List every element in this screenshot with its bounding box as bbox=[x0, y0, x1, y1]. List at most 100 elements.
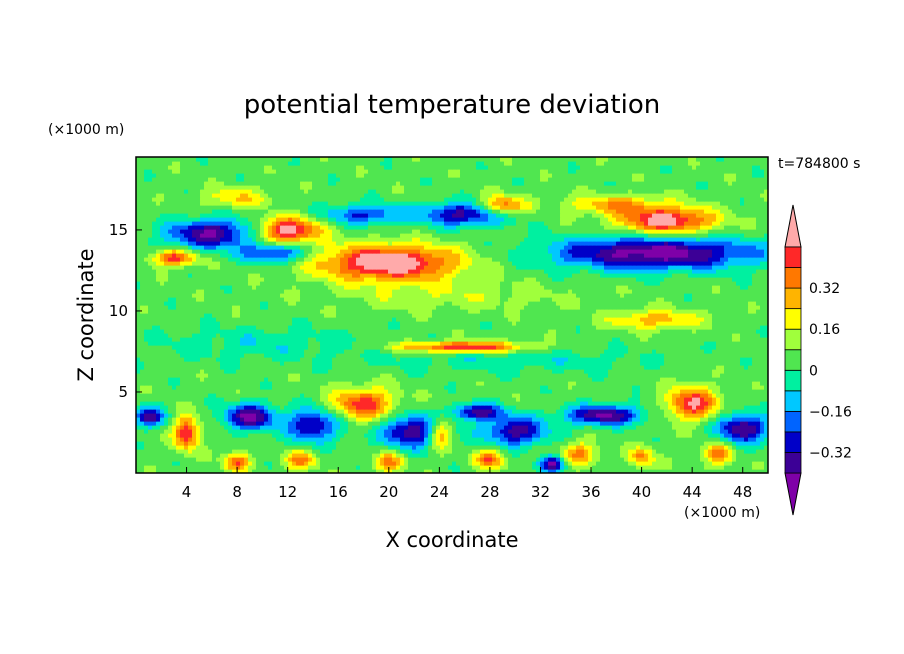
heatmap-cell bbox=[560, 385, 565, 390]
heatmap-cell bbox=[200, 449, 205, 454]
heatmap-cell bbox=[324, 381, 329, 386]
heatmap-cell bbox=[628, 417, 633, 422]
heatmap-cell bbox=[744, 385, 749, 390]
heatmap-cell bbox=[640, 469, 645, 473]
heatmap-cell bbox=[340, 357, 345, 362]
heatmap-cell bbox=[580, 361, 585, 366]
heatmap-cell bbox=[656, 469, 661, 473]
heatmap-cell bbox=[664, 425, 669, 430]
heatmap-cell bbox=[624, 437, 629, 442]
heatmap-cell bbox=[236, 397, 241, 402]
heatmap-cell bbox=[732, 357, 737, 362]
heatmap-cell bbox=[556, 433, 561, 438]
heatmap-cell bbox=[596, 373, 601, 378]
heatmap-cell bbox=[412, 369, 417, 374]
heatmap-cell bbox=[380, 429, 385, 434]
heatmap-cell bbox=[672, 361, 677, 366]
heatmap-cell bbox=[492, 461, 497, 466]
heatmap-cell bbox=[156, 381, 161, 386]
heatmap-cell bbox=[732, 461, 737, 466]
heatmap-cell bbox=[640, 401, 645, 406]
heatmap-cell bbox=[624, 361, 629, 366]
heatmap-cell bbox=[372, 433, 377, 438]
heatmap-cell bbox=[372, 409, 377, 414]
heatmap-cell bbox=[152, 461, 157, 466]
heatmap-cell bbox=[480, 377, 485, 382]
heatmap-cell bbox=[476, 345, 481, 350]
heatmap-cell bbox=[224, 449, 229, 454]
heatmap-cell bbox=[156, 469, 161, 473]
heatmap-cell bbox=[700, 389, 705, 394]
heatmap-cell bbox=[360, 453, 365, 458]
heatmap-cell bbox=[328, 413, 333, 418]
heatmap-cell bbox=[180, 369, 185, 374]
heatmap-cell bbox=[140, 461, 145, 466]
heatmap-cell bbox=[272, 381, 277, 386]
heatmap-cell bbox=[724, 349, 729, 354]
heatmap-cell bbox=[200, 357, 205, 362]
heatmap-cell bbox=[296, 373, 301, 378]
heatmap-cell bbox=[140, 377, 145, 382]
heatmap-cell bbox=[148, 393, 153, 398]
heatmap-cell bbox=[572, 449, 577, 454]
heatmap-cell bbox=[332, 441, 337, 446]
heatmap-cell bbox=[748, 401, 753, 406]
heatmap-cell bbox=[140, 405, 145, 410]
heatmap-cell bbox=[520, 461, 525, 466]
heatmap-cell bbox=[180, 393, 185, 398]
heatmap-cell bbox=[344, 457, 349, 462]
heatmap-cell bbox=[332, 381, 337, 386]
heatmap-cell bbox=[588, 453, 593, 458]
heatmap-cell bbox=[292, 445, 297, 450]
heatmap-cell bbox=[312, 401, 317, 406]
heatmap-cell bbox=[396, 389, 401, 394]
heatmap-cell bbox=[344, 401, 349, 406]
heatmap-cell bbox=[376, 465, 381, 470]
heatmap-cell bbox=[480, 345, 485, 350]
heatmap-cell bbox=[552, 397, 557, 402]
heatmap-cell bbox=[560, 425, 565, 430]
heatmap-cell bbox=[600, 353, 605, 358]
heatmap-cell bbox=[248, 441, 253, 446]
heatmap-cell bbox=[268, 381, 273, 386]
heatmap-cell bbox=[384, 373, 389, 378]
heatmap-cell bbox=[216, 421, 221, 426]
heatmap-cell bbox=[660, 381, 665, 386]
heatmap-cell bbox=[176, 385, 181, 390]
heatmap-cell bbox=[496, 445, 501, 450]
heatmap-cell bbox=[536, 349, 541, 354]
heatmap-cell bbox=[408, 345, 413, 350]
heatmap-cell bbox=[280, 389, 285, 394]
heatmap-cell bbox=[400, 345, 405, 350]
heatmap-cell bbox=[480, 457, 485, 462]
heatmap-cell bbox=[452, 381, 457, 386]
heatmap-cell bbox=[664, 373, 669, 378]
heatmap-cell bbox=[672, 453, 677, 458]
heatmap-cell bbox=[656, 369, 661, 374]
heatmap-cell bbox=[168, 441, 173, 446]
heatmap-cell bbox=[296, 469, 301, 473]
heatmap-cell bbox=[392, 345, 397, 350]
heatmap-cell bbox=[396, 401, 401, 406]
heatmap-cell bbox=[708, 369, 713, 374]
heatmap-cell bbox=[500, 449, 505, 454]
heatmap-cell bbox=[660, 469, 665, 473]
heatmap-cell bbox=[240, 449, 245, 454]
heatmap-cell bbox=[688, 389, 693, 394]
heatmap-cell bbox=[264, 433, 269, 438]
heatmap-cell bbox=[600, 365, 605, 370]
heatmap-cell bbox=[304, 357, 309, 362]
heatmap-cell bbox=[664, 461, 669, 466]
heatmap-cell bbox=[380, 365, 385, 370]
heatmap-cell bbox=[368, 357, 373, 362]
heatmap-cell bbox=[260, 437, 265, 442]
heatmap-cell bbox=[764, 469, 768, 473]
heatmap-cell bbox=[284, 353, 289, 358]
heatmap-cell bbox=[420, 397, 425, 402]
heatmap-cell bbox=[492, 449, 497, 454]
heatmap-cell bbox=[472, 377, 477, 382]
heatmap-cell bbox=[448, 425, 453, 430]
heatmap-cell bbox=[464, 469, 469, 473]
heatmap-cell bbox=[220, 457, 225, 462]
heatmap-cell bbox=[616, 409, 621, 414]
